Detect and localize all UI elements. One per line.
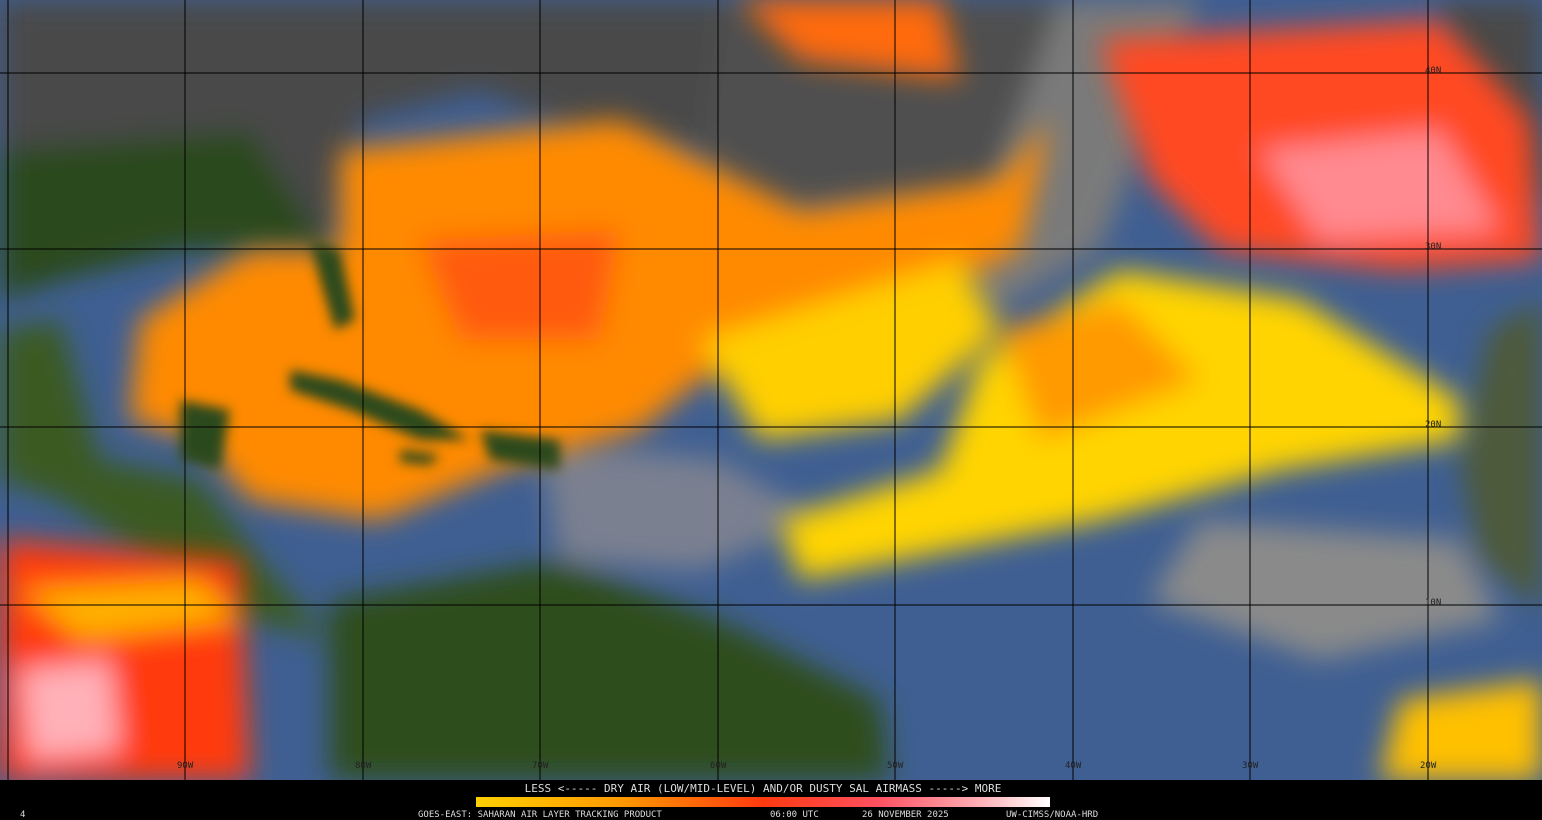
credit: UW-CIMSS/NOAA-HRD	[1006, 810, 1098, 820]
longitude-label: 80W	[355, 761, 372, 771]
graticule	[0, 0, 1542, 780]
longitude-label: 50W	[887, 761, 904, 771]
longitude-label: 30W	[1242, 761, 1259, 771]
latitude-label: 30N	[1425, 242, 1441, 252]
longitude-label: 70W	[532, 761, 549, 771]
product-name: GOES-EAST: SAHARAN AIR LAYER TRACKING PR…	[418, 810, 662, 820]
time: 06:00 UTC	[770, 810, 819, 820]
date: 26 NOVEMBER 2025	[862, 810, 949, 820]
longitude-label: 60W	[710, 761, 727, 771]
longitude-label: 90W	[177, 761, 194, 771]
latitude-label: 10N	[1425, 598, 1441, 608]
coordinate-labels: 40N 30N 20N 10N 90W 80W 70W 60W 50W 40W 30W 20W	[177, 66, 1441, 771]
legend-colorbar	[476, 797, 1050, 807]
latitude-label: 20N	[1425, 420, 1441, 430]
legend-title: LESS <----- DRY AIR (LOW/MID-LEVEL) AND/…	[525, 782, 1002, 795]
imagery	[0, 0, 1542, 780]
longitude-label: 40W	[1065, 761, 1082, 771]
frame-number: 4	[20, 810, 25, 820]
latitude-label: 40N	[1425, 66, 1441, 76]
longitude-label: 20W	[1420, 761, 1437, 771]
